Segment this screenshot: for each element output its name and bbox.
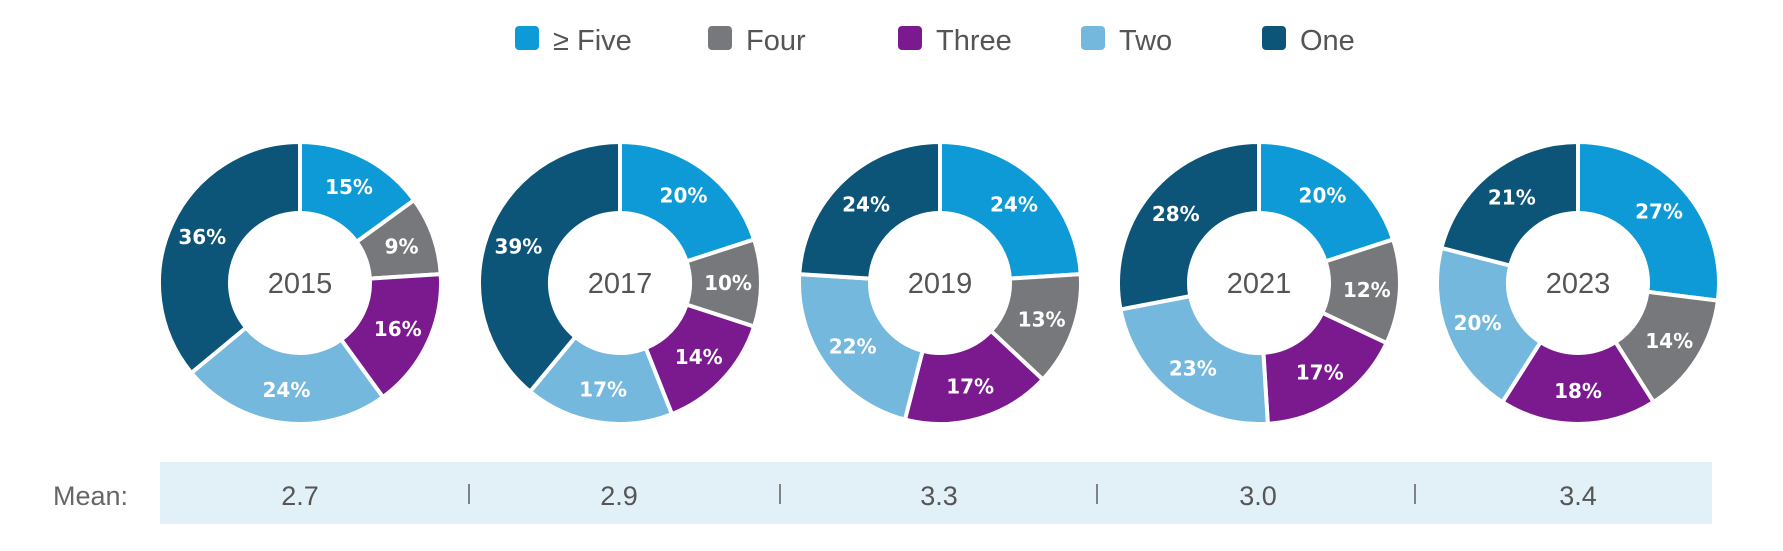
legend-item-five: ≥ Five — [515, 25, 632, 57]
slice-label-2015-two: 24% — [263, 378, 311, 402]
mean-value-2015: 2.7 — [281, 481, 319, 511]
legend-swatch-one — [1262, 26, 1286, 50]
slice-label-2017-three: 14% — [675, 345, 723, 369]
slice-2019-five — [938, 139, 1083, 281]
slice-2021-five — [1257, 139, 1396, 264]
slice-2023-five — [1576, 139, 1721, 303]
donut-year-2023: 2023 — [1546, 268, 1611, 300]
slice-label-2023-four: 14% — [1645, 329, 1693, 353]
slice-label-2023-one: 21% — [1488, 186, 1536, 210]
slice-2017-one — [477, 139, 622, 395]
slice-label-2021-two: 23% — [1169, 356, 1217, 380]
donut-2023: 27% 14% 18% 20% 21% 2023 — [1435, 139, 1721, 426]
donut-year-2019: 2019 — [908, 268, 973, 300]
legend-item-four: Four — [708, 25, 806, 57]
legend-label-three: Three — [936, 25, 1012, 57]
slice-label-2019-three: 17% — [946, 375, 994, 399]
slice-2021-three — [1261, 310, 1390, 426]
slice-2019-three — [902, 328, 1046, 426]
slice-label-2023-three: 18% — [1554, 379, 1602, 403]
slice-2017-two — [527, 334, 675, 426]
slice-label-2023-five: 27% — [1635, 200, 1683, 224]
slice-label-2019-five: 24% — [990, 192, 1038, 216]
mean-value-2017: 2.9 — [600, 481, 638, 511]
legend: ≥ Five Four Three Two One — [515, 25, 1355, 57]
legend-swatch-three — [898, 26, 922, 50]
donut-2017: 20% 10% 14% 17% 39% 2017 — [477, 139, 763, 426]
slice-label-2015-three: 16% — [374, 317, 422, 341]
slice-2015-two — [188, 324, 386, 426]
donut-2019: 24% 13% 17% 22% 24% 2019 — [797, 139, 1083, 426]
donut-year-2015: 2015 — [268, 268, 333, 300]
slice-2023-one — [1438, 139, 1580, 269]
legend-item-three: Three — [898, 25, 1012, 57]
slice-label-2017-one: 39% — [494, 234, 542, 258]
slice-2019-two — [797, 272, 926, 423]
slice-2015-one — [157, 139, 302, 376]
mean-value-2023: 3.4 — [1559, 481, 1597, 511]
legend-swatch-four — [708, 26, 732, 50]
slice-label-2021-five: 20% — [1299, 184, 1347, 208]
legend-label-one: One — [1300, 25, 1355, 57]
mean-value-2021: 3.0 — [1239, 481, 1277, 511]
slice-2017-five — [618, 139, 757, 264]
donut-2015: 15% 9% 16% 24% 36% 2015 — [157, 139, 443, 426]
donut-2021: 20% 12% 17% 23% 28% 2021 — [1116, 139, 1402, 426]
mean-value-2019: 3.3 — [920, 481, 958, 511]
legend-label-five: ≥ Five — [553, 25, 632, 57]
donut-charts: 15% 9% 16% 24% 36% 2015 20% 10% 14% 17% 39% 2017 24%… — [157, 139, 1721, 426]
mean-row: Mean: 2.7 2.9 3.3 3.0 3.4 — [53, 462, 1712, 524]
legend-swatch-two — [1081, 26, 1105, 50]
slice-label-2017-five: 20% — [660, 184, 708, 208]
donut-year-2021: 2021 — [1227, 268, 1292, 300]
slice-2023-three — [1499, 339, 1657, 426]
donut-year-2017: 2017 — [588, 268, 653, 300]
slice-label-2019-two: 22% — [829, 334, 877, 358]
slice-label-2021-three: 17% — [1296, 360, 1344, 384]
legend-label-four: Four — [746, 25, 806, 57]
slice-label-2015-four: 9% — [385, 234, 419, 258]
legend-label-two: Two — [1119, 25, 1172, 57]
mean-band — [160, 462, 1712, 524]
slice-2019-one — [797, 139, 942, 281]
slice-label-2021-four: 12% — [1343, 278, 1391, 302]
slice-label-2017-two: 17% — [579, 378, 627, 402]
slice-label-2015-five: 15% — [325, 175, 373, 199]
slice-label-2019-one: 24% — [842, 192, 890, 216]
legend-item-one: One — [1262, 25, 1355, 57]
slice-label-2017-four: 10% — [704, 271, 752, 295]
legend-swatch-five — [515, 26, 539, 50]
mean-label: Mean: — [53, 481, 128, 511]
slice-2023-two — [1435, 245, 1544, 405]
slice-label-2023-two: 20% — [1454, 311, 1502, 335]
legend-item-two: Two — [1081, 25, 1172, 57]
slice-2021-two — [1118, 293, 1270, 426]
slice-label-2021-one: 28% — [1152, 202, 1200, 226]
slice-label-2015-one: 36% — [178, 225, 226, 249]
slice-label-2019-four: 13% — [1018, 308, 1066, 332]
slice-2021-one — [1116, 139, 1261, 312]
